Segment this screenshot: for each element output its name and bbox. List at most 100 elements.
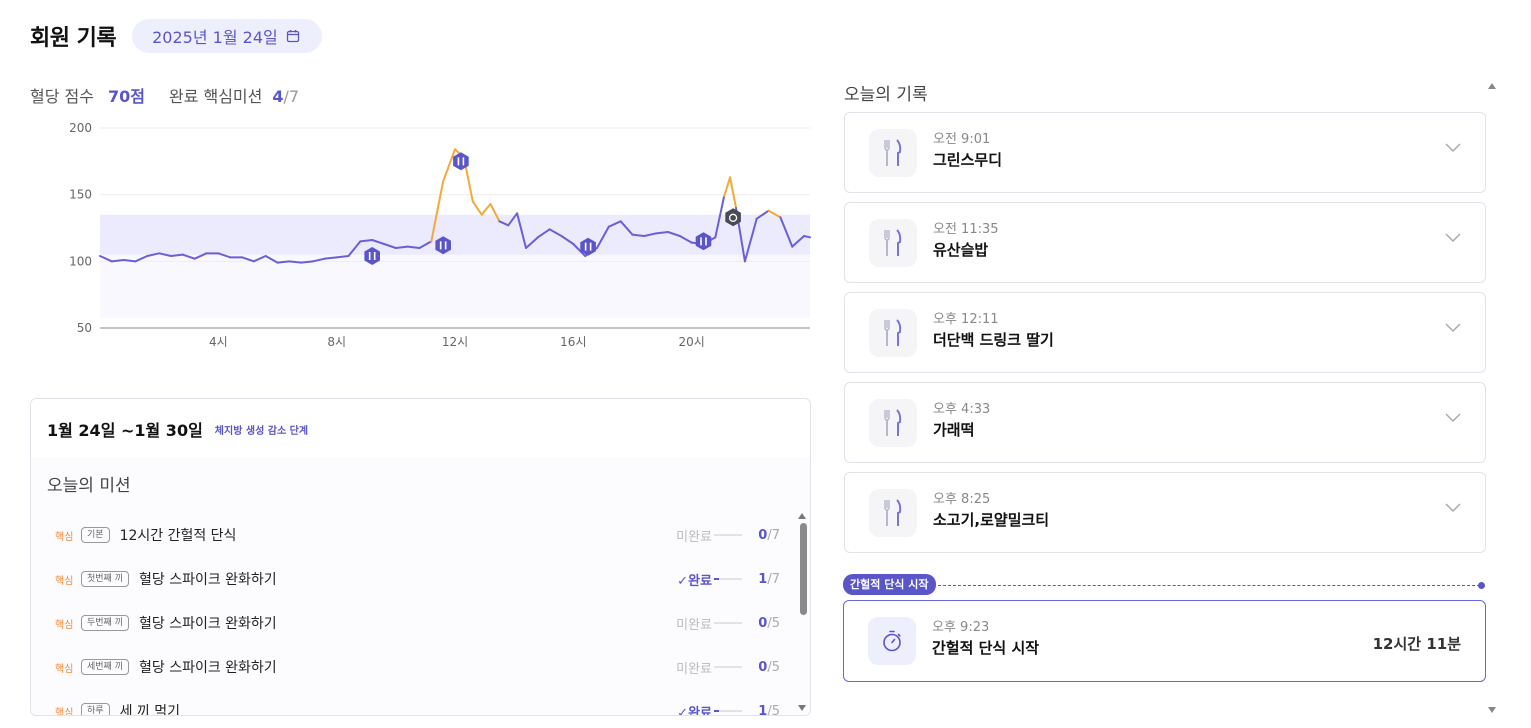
mission-progress-bar [714,534,742,536]
meal-icon-box [869,219,917,267]
glucose-line-segment [406,245,421,249]
mission-row[interactable]: 핵심 두번째 끼 혈당 스파이크 완화하기 미완료 0/5 [31,601,780,645]
mission-count-total: /7 [767,571,780,587]
glucose-line-segment [312,257,326,263]
mission-count-done: 1 [758,571,768,587]
mission-status: 미완료 [676,661,712,677]
mission-core-label: 핵심 [55,531,74,543]
utensils-icon [884,229,902,256]
x-tick-label: 8시 [327,335,346,349]
mission-name: 12시간 간헐적 단식 [119,528,237,544]
week-phase: 체지방 생성 감소 단계 [214,425,309,437]
meal-time: 오후 4:33 [933,402,991,417]
meal-name: 가래떡 [933,421,975,439]
mission-scrollbar[interactable] [800,523,807,615]
utensils-icon [884,139,902,166]
stopwatch-icon [883,630,901,652]
glucose-line-segment [193,252,208,260]
chevron-down-icon[interactable] [1445,323,1461,333]
chevron-down-icon[interactable] [1445,143,1461,153]
utensils-icon [884,319,902,346]
meal-record-card[interactable]: 오후 12:11 더단백 드링크 딸기 [844,292,1486,373]
glucose-line-segment [643,232,658,237]
y-tick-label: 50 [77,321,92,335]
mission-row[interactable]: 핵심 세번째 끼 혈당 스파이크 완화하기 미완료 0/5 [31,645,780,689]
mission-row[interactable]: 핵심 첫번째 끼 혈당 스파이크 완화하기 ✓완료 1/7 [31,557,780,601]
glucose-line-segment [507,212,519,227]
target-range-band [100,214,810,255]
glucose-line-segment [655,231,669,235]
mission-scroll-up[interactable] [798,513,806,519]
meal-record-card[interactable]: 오전 9:01 그린스무디 [844,112,1486,193]
meal-time: 오전 11:35 [933,222,999,237]
mission-core-label: 핵심 [55,663,74,675]
mission-name: 혈당 스파이크 완화하기 [138,616,277,632]
mission-tag: 하루 [81,703,110,715]
meal-record-card[interactable]: 오후 8:25 소고기,로얄밀크티 [844,472,1486,553]
meal-name: 그린스무디 [933,151,1003,169]
utensils-icon [884,409,902,436]
mission-panel: 오늘의 미션 핵심 기본 12시간 간헐적 단식 미완료 0/7 핵심 첫번째 끼 혈당 스파… [31,457,810,715]
utensils-icon [700,237,707,246]
week-header: 1월 24일 ~1월 30일 체지방 생성 감소 단계 [31,399,810,459]
mission-row[interactable]: 핵심 하루 세 끼 먹기 ✓완료 1/5 [31,689,780,716]
fasting-record-card[interactable]: 오후 9:23 간헐적 단식 시작 12시간 11분 [843,600,1486,682]
glucose-line-segment [181,253,196,260]
glucose-line-segment [323,256,338,260]
mission-row[interactable]: 핵심 기본 12시간 간헐적 단식 미완료 0/7 [31,513,780,557]
meal-marker [580,237,596,256]
records-scroll-up[interactable] [1488,83,1496,89]
mission-status: ✓완료 [677,705,712,716]
glucose-line-segment [596,225,610,249]
records-scroll-down[interactable] [1488,707,1496,713]
mission-progress-bar [714,578,742,580]
glucose-line-segment [300,260,314,264]
glucose-line-segment [678,235,693,244]
score-label: 혈당 점수 [30,87,94,106]
meal-time: 오후 8:25 [933,492,991,507]
week-range: 1월 24일 ~1월 30일 [47,421,203,440]
mission-list: 핵심 기본 12시간 간헐적 단식 미완료 0/7 핵심 첫번째 끼 혈당 스파이크 완화하기… [31,513,780,716]
page-title: 회원 기록 [30,26,117,51]
mission-tag: 세번째 끼 [81,659,129,675]
meal-time: 오후 12:11 [933,312,999,327]
glucose-line-segment [516,212,527,249]
utensils-icon [584,242,592,251]
glucose-line-segment [743,217,758,263]
fasting-icon-box [868,617,916,665]
date-selector-button[interactable]: 2025년 1월 24일 [132,19,322,53]
chevron-down-icon[interactable] [1445,413,1461,423]
glucose-line-segment [480,203,492,216]
x-tick-label: 12시 [442,335,468,349]
mission-progress-bar [714,666,742,668]
utensils-icon [884,499,902,526]
mission-name: 세 끼 먹기 [119,704,180,716]
mission-total-count: /7 [283,87,300,106]
mission-scroll-down[interactable] [798,705,806,711]
glucose-line-segment [442,148,456,183]
glucose-line-segment [335,255,350,259]
score-value: 70점 [107,87,145,106]
fasting-badge: 간헐적 단식 시작 [843,574,936,595]
glucose-line-segment [607,220,622,228]
chevron-down-icon[interactable] [1445,233,1461,243]
mission-count-total: /7 [767,527,780,543]
glucose-line-segment [729,176,738,209]
meal-marker [364,247,380,265]
glucose-line-segment [99,255,113,263]
meal-name: 더단백 드링크 딸기 [933,331,1054,349]
glucose-chart: 200 150 100 50 4시 8시 12시 16시 20시 [69,121,811,349]
glucose-line-segment [122,259,137,263]
chevron-down-icon[interactable] [1445,503,1461,513]
glucose-line-segment [667,231,681,237]
mission-label: 완료 핵심미션 [168,87,263,106]
utensils-icon [457,157,465,166]
meal-record-card[interactable]: 오전 11:35 유산슬밥 [844,202,1486,283]
meal-record-card[interactable]: 오후 4:33 가래떡 [844,382,1486,463]
meal-icon-box [869,129,917,177]
calendar-icon [286,30,299,43]
page-header: 회원 기록 2025년 1월 24일 [30,18,322,54]
mission-core-label: 핵심 [55,575,74,587]
mission-core-label: 핵심 [55,707,74,716]
glucose-line-segment [110,259,125,263]
